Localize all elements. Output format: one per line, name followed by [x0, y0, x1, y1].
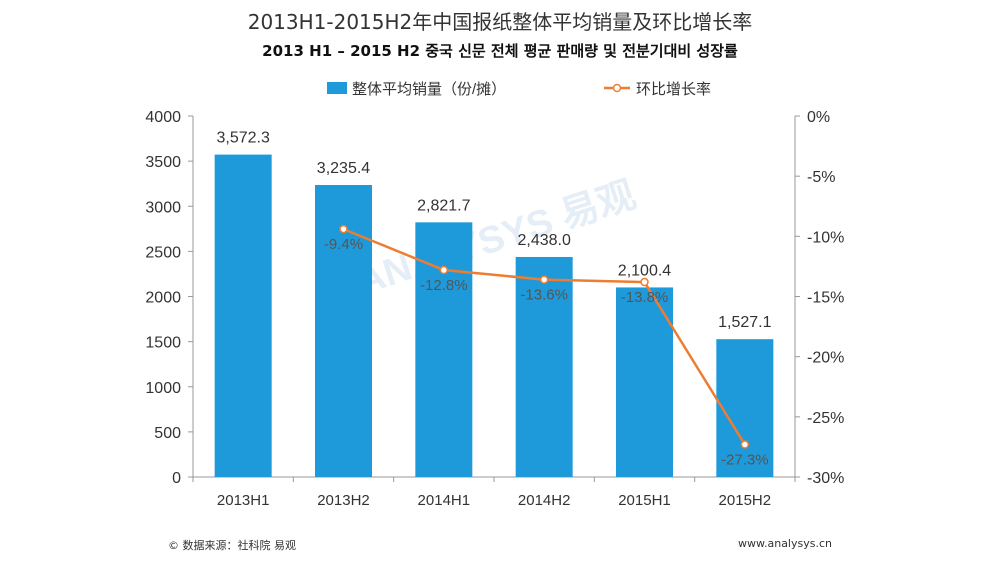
- right-tick-label: -20%: [807, 350, 844, 367]
- website-link[interactable]: www.analysys.cn: [738, 537, 832, 550]
- bar: [716, 339, 774, 477]
- x-tick-label: 2013H1: [217, 492, 270, 509]
- bar: [214, 154, 272, 478]
- left-tick-label: 0: [172, 470, 181, 487]
- bar-data-label: 2,100.4: [618, 262, 671, 279]
- chart-subtitle: 2013 H1 – 2015 H2 중국 신문 전체 평균 판매량 및 전분기대…: [262, 42, 738, 60]
- right-tick-label: -5%: [807, 169, 835, 186]
- right-tick-label: -10%: [807, 229, 844, 246]
- right-tick-label: -30%: [807, 470, 844, 487]
- x-tick-label: 2015H1: [618, 492, 671, 509]
- left-tick-label: 3500: [145, 154, 181, 171]
- line-data-label: -13.6%: [520, 287, 568, 304]
- legend-swatch-marker: [612, 83, 622, 93]
- watermark-text: ANALYSYS 易观: [352, 174, 641, 304]
- right-tick-label: 0%: [807, 109, 830, 126]
- legend-swatch-bar: [327, 82, 347, 94]
- line-data-label: -9.4%: [324, 236, 363, 253]
- left-tick-label: 3000: [145, 199, 181, 216]
- legend-label-bar: 整体平均销量（份/摊）: [352, 81, 506, 98]
- bar-data-label: 3,235.4: [317, 160, 370, 177]
- bar-data-label: 3,572.3: [216, 130, 269, 147]
- line-point: [439, 265, 449, 275]
- bar: [315, 185, 372, 477]
- line-point: [740, 440, 750, 449]
- line-data-label: -12.8%: [420, 277, 468, 294]
- x-tick-label: 2013H2: [317, 492, 370, 509]
- line-data-label: -13.8%: [621, 289, 669, 306]
- legend-label-line: 环比增长率: [636, 81, 711, 98]
- line-point: [539, 275, 549, 284]
- bar: [415, 222, 473, 477]
- x-tick-label: 2015H2: [719, 492, 772, 509]
- line-point: [640, 277, 649, 287]
- bar-data-label: 2,821.7: [417, 197, 470, 214]
- left-tick-label: 2000: [145, 290, 181, 307]
- right-tick-label: -25%: [807, 410, 844, 427]
- line-data-label: -27.3%: [721, 452, 769, 469]
- left-tick-label: 4000: [145, 109, 181, 126]
- line-point: [339, 224, 348, 234]
- right-tick-label: -15%: [807, 290, 844, 307]
- left-tick-label: 500: [154, 425, 181, 442]
- bar-data-label: 2,438.0: [517, 232, 570, 249]
- bar-data-label: 1,527.1: [718, 314, 771, 331]
- data-source: © 数据来源：社科院 易观: [168, 539, 296, 552]
- left-tick-label: 1500: [145, 335, 181, 352]
- x-tick-label: 2014H2: [518, 492, 571, 509]
- x-tick-label: 2014H1: [418, 492, 471, 509]
- left-tick-label: 1000: [145, 380, 181, 397]
- left-tick-label: 2500: [145, 244, 181, 261]
- bar: [515, 256, 573, 477]
- bar: [616, 287, 673, 477]
- chart-title: 2013H1-2015H2年中国报纸整体平均销量及环比增长率: [247, 10, 753, 34]
